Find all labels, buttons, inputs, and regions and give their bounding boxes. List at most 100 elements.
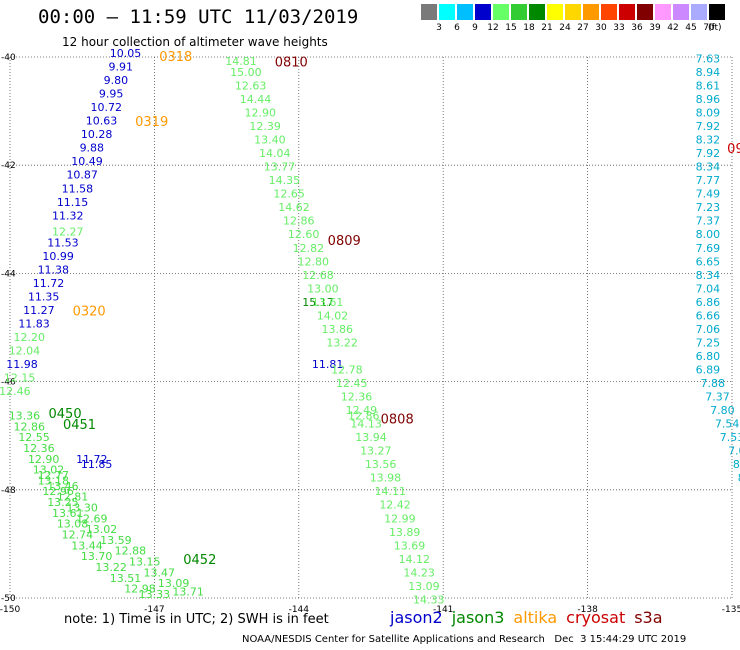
pass-time-label: 09 [727, 142, 740, 157]
colorbar-label: 33 [613, 23, 625, 33]
wave-height-value: 10.28 [81, 128, 113, 141]
page-title: 00:00 – 11:59 UTC 11/03/2019 [38, 6, 359, 28]
wave-height-value: 13.15 [129, 556, 161, 569]
wave-height-value: 10.49 [71, 155, 103, 168]
lon-tick-label: -135 [722, 605, 740, 615]
colorbar-unit: (ft) [708, 23, 722, 33]
footer-credit: NOAA/NESDIS Center for Satellite Applica… [242, 634, 687, 645]
wave-height-value: 13.02 [86, 523, 118, 536]
wave-height-value: 7.92 [696, 120, 721, 133]
wave-height-value: 13.61 [52, 507, 84, 520]
wave-height-value: 11.53 [47, 236, 79, 249]
note-text: note: 1) Time is in UTC; 2) SWH is in fe… [64, 612, 329, 627]
wave-height-value: 13.40 [254, 134, 286, 147]
wave-height-value: 12.42 [379, 499, 411, 512]
colorbar-label: 27 [577, 23, 589, 33]
wave-height-value: 13.22 [95, 561, 127, 574]
wave-height-value: 12.15 [4, 372, 36, 385]
satellite-legend-cryosat: cryosat [566, 608, 626, 627]
wave-height-value: 9.95 [99, 88, 124, 101]
satellite-legend: jason2 jason3 altika cryosat s3a [390, 608, 672, 627]
colorbar-label: 21 [541, 23, 553, 33]
wave-height-value: 12.46 [0, 385, 31, 398]
wave-height-value: 13.33 [139, 588, 171, 601]
wave-height-value: 11.72 [33, 277, 65, 290]
wave-height-value: 6.89 [696, 363, 721, 376]
wave-height-value: 12.78 [331, 363, 363, 376]
wave-height-value: 12.63 [235, 79, 267, 92]
wave-height-value: 13.77 [264, 161, 296, 174]
lat-tick-label: -46 [1, 378, 16, 388]
colorbar-swatch [601, 4, 617, 20]
colorbar-swatch [511, 4, 527, 20]
wave-height-value: 12.90 [245, 107, 277, 120]
pass-time-label: 0318 [159, 50, 192, 65]
colorbar-label: 6 [454, 23, 460, 33]
wave-height-value: 14.04 [259, 147, 291, 160]
colorbar-label: 42 [667, 23, 679, 33]
wave-height-value: 13.89 [389, 526, 421, 539]
pass-time-label: 0808 [381, 412, 414, 427]
track-values: 10.059.919.809.9510.7210.6310.289.8810.4… [0, 47, 740, 606]
wave-height-value: 11.38 [38, 263, 70, 276]
wave-height-value: 14.02 [317, 309, 349, 322]
colorbar-label: 39 [649, 23, 661, 33]
wave-height-value: 7.23 [696, 201, 721, 214]
colorbar-swatch [439, 4, 455, 20]
colorbar-swatch [493, 4, 509, 20]
wave-height-value: 7.54 [715, 418, 740, 431]
wave-height-value: 13.71 [172, 585, 204, 598]
wave-height-value: 13.59 [100, 534, 132, 547]
pass-time-label: 0809 [328, 234, 361, 249]
wave-height-value: 13.56 [365, 458, 397, 471]
wave-height-value: 12.39 [249, 120, 281, 133]
wave-height-value: 12.77 [38, 469, 70, 482]
wave-height-value: 11.58 [62, 182, 94, 195]
lon-tick-label: -141 [433, 605, 453, 615]
wave-height-value: 13.22 [326, 336, 358, 349]
wave-height-value: 11.85 [81, 458, 113, 471]
wave-height-value: 10.87 [66, 169, 98, 182]
wave-height-value: 8.34 [696, 269, 721, 282]
satellite-legend-jason2: jason2 [390, 608, 443, 627]
wave-height-value: 14.11 [375, 485, 407, 498]
wave-height-value: 12.86 [14, 420, 46, 433]
wave-height-value: 7.37 [705, 391, 730, 404]
wave-height-value: 12.81 [57, 491, 89, 504]
wave-height-value: 11.72 [76, 453, 108, 466]
colorbar-swatch [619, 4, 635, 20]
wave-height-value: 9.88 [80, 142, 105, 155]
lon-tick-label: -147 [144, 605, 164, 615]
wave-height-value: 12.45 [336, 377, 368, 390]
lon-tick-label: -144 [289, 605, 310, 615]
wave-height-value: 7.37 [696, 215, 721, 228]
colorbar-label: 12 [487, 23, 499, 33]
wave-height-value: 13.08 [57, 518, 89, 531]
wave-height-value: 13.25 [47, 496, 79, 509]
wave-height-value: 14.44 [240, 93, 272, 106]
wave-height-value: 13.00 [307, 282, 339, 295]
wave-height-value: 6.65 [696, 255, 721, 268]
colorbar-label: 24 [559, 23, 571, 33]
wave-height-value: 12.74 [62, 528, 94, 541]
lat-tick-label: -48 [1, 486, 16, 496]
wave-height-value: 10.99 [42, 250, 74, 263]
wave-height-value: 13.18 [38, 474, 70, 487]
wave-height-value: 14.33 [413, 593, 445, 606]
wave-height-value: 8.94 [696, 66, 721, 79]
pass-time-label: 0319 [135, 115, 168, 130]
wave-height-value: 11.27 [23, 304, 55, 317]
colorbar-label: 70 [703, 23, 715, 33]
wave-height-value: 12.69 [76, 512, 108, 525]
wave-height-value: 13.09 [408, 580, 440, 593]
wave-height-value: 10.72 [91, 101, 123, 114]
wave-height-value: 8.96 [696, 93, 721, 106]
pass-time-label: 0810 [275, 55, 308, 70]
satellite-legend-altika: altika [513, 608, 558, 627]
wave-height-value: 11.35 [28, 290, 60, 303]
satellite-legend-s3a: s3a [634, 608, 663, 627]
wave-height-value: 7.80 [710, 404, 735, 417]
wave-height-value: 13.30 [66, 501, 98, 514]
wave-height-value: 11.15 [57, 196, 89, 209]
colorbar-swatch [475, 4, 491, 20]
